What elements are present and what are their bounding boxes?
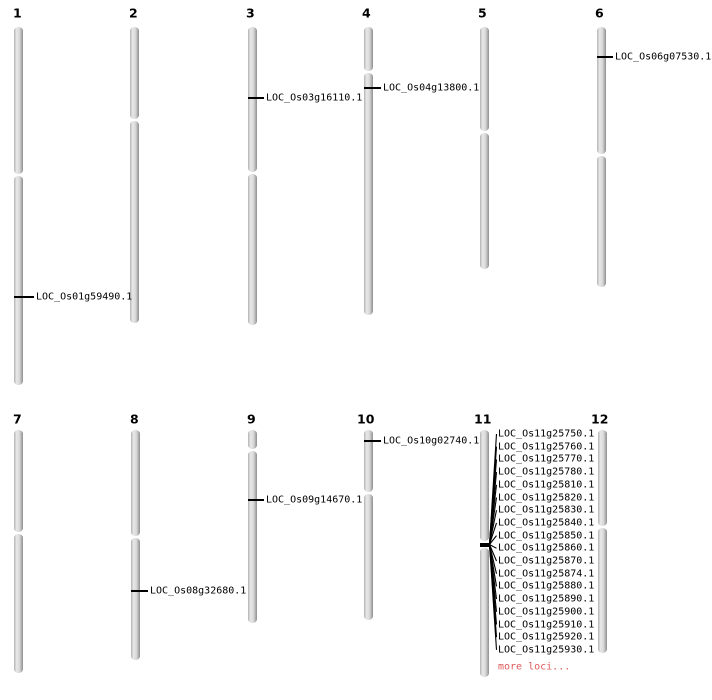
chromosome-10-lower-arm — [364, 493, 373, 620]
gene-marker-line — [364, 440, 381, 442]
gene-label[interactable]: LOC_Os11g25770.1 — [498, 453, 595, 465]
chromosome-2-lower-arm — [130, 120, 139, 323]
gene-marker-cluster — [479, 542, 490, 547]
leader-line — [489, 544, 497, 549]
chromosome-5-upper-arm — [480, 27, 489, 132]
gene-label[interactable]: LOC_Os11g25820.1 — [498, 492, 595, 503]
chromosome-8-number: 8 — [130, 411, 139, 427]
leader-line — [488, 510, 498, 545]
chromosome-2-upper-arm — [130, 27, 139, 120]
chromosome-12-lower-arm — [598, 527, 607, 653]
chromosome-5-number: 5 — [478, 5, 487, 21]
gene-label[interactable]: LOC_Os08g32680.1 — [150, 585, 247, 597]
chromosome-9-upper-arm — [248, 430, 257, 450]
gene-label[interactable]: LOC_Os11g25860.1 — [498, 542, 595, 554]
chromosome-1-upper-arm — [14, 27, 23, 175]
chromosome-6-number: 6 — [595, 5, 604, 21]
gene-label[interactable]: LOC_Os11g25880.1 — [498, 580, 595, 592]
leader-line — [488, 544, 498, 650]
chromosome-4-upper-arm — [364, 27, 373, 72]
gene-label[interactable]: LOC_Os11g25760.1 — [498, 441, 595, 453]
chromosome-2-number: 2 — [129, 5, 138, 21]
chromosome-9-lower-arm — [248, 450, 257, 623]
gene-label[interactable]: LOC_Os11g25920.1 — [498, 631, 595, 643]
gene-marker-line — [248, 499, 264, 501]
gene-label[interactable]: LOC_Os11g25780.1 — [498, 466, 595, 478]
chromosome-3-number: 3 — [246, 5, 255, 21]
gene-marker-line — [364, 87, 381, 89]
gene-marker-line — [14, 296, 34, 298]
chromosome-11-lower-arm — [480, 547, 489, 677]
chromosome-9-number: 9 — [247, 411, 256, 427]
leader-line — [489, 535, 497, 545]
gene-label[interactable]: LOC_Os03g16110.1 — [266, 92, 363, 104]
gene-marker-line — [597, 56, 613, 58]
chromosome-8-lower-arm — [131, 537, 140, 660]
chromosome-12-number: 12 — [591, 411, 609, 427]
gene-label[interactable]: LOC_Os11g25810.1 — [498, 479, 595, 491]
chromosome-8-upper-arm — [131, 430, 140, 537]
chromosome-1-number: 1 — [13, 5, 22, 21]
chromosome-11-number: 11 — [474, 411, 492, 427]
gene-label[interactable]: LOC_Os11g25900.1 — [498, 606, 595, 618]
chromosome-4-number: 4 — [362, 5, 371, 21]
gene-label[interactable]: LOC_Os01g59490.1 — [36, 291, 133, 303]
gene-marker-line — [248, 97, 264, 99]
gene-label[interactable]: LOC_Os04g13800.1 — [383, 82, 480, 94]
chromosome-7-upper-arm — [14, 430, 23, 533]
gene-label[interactable]: LOC_Os09g14670.1 — [266, 494, 363, 506]
chromosome-6-upper-arm — [597, 27, 606, 155]
gene-label[interactable]: LOC_Os10g02740.1 — [383, 435, 480, 447]
gene-label[interactable]: LOC_Os11g25874.1 — [498, 568, 595, 580]
gene-marker-line — [131, 590, 148, 592]
gene-label[interactable]: LOC_Os11g25910.1 — [498, 619, 595, 630]
chromosome-11-upper-arm — [480, 430, 489, 542]
gene-label[interactable]: LOC_Os11g25870.1 — [498, 555, 595, 567]
chromosome-10-upper-arm — [364, 430, 373, 493]
chromosome-3-lower-arm — [248, 173, 257, 325]
leader-line — [488, 522, 498, 545]
more-loci-link[interactable]: more loci... — [498, 661, 571, 672]
gene-label[interactable]: LOC_Os06g07530.1 — [615, 51, 712, 63]
chromosome-3-upper-arm — [248, 27, 257, 173]
chromosome-10-number: 10 — [357, 411, 375, 427]
chromosome-1-lower-arm — [14, 175, 23, 385]
gene-label[interactable]: LOC_Os11g25890.1 — [498, 593, 595, 605]
chromosome-5-lower-arm — [480, 132, 489, 269]
gene-label[interactable]: LOC_Os11g25840.1 — [498, 517, 595, 529]
gene-label[interactable]: LOC_Os11g25850.1 — [498, 530, 595, 542]
chromosome-6-lower-arm — [597, 155, 606, 287]
chromosome-7-number: 7 — [13, 411, 22, 427]
chromosome-12-upper-arm — [598, 430, 607, 527]
chromosome-7-lower-arm — [14, 533, 23, 673]
chromosome-4-lower-arm — [364, 72, 373, 315]
gene-label[interactable]: LOC_Os11g25830.1 — [498, 504, 595, 516]
gene-label[interactable]: LOC_Os11g25750.1 — [498, 428, 595, 440]
gene-label[interactable]: LOC_Os11g25930.1 — [498, 644, 595, 656]
